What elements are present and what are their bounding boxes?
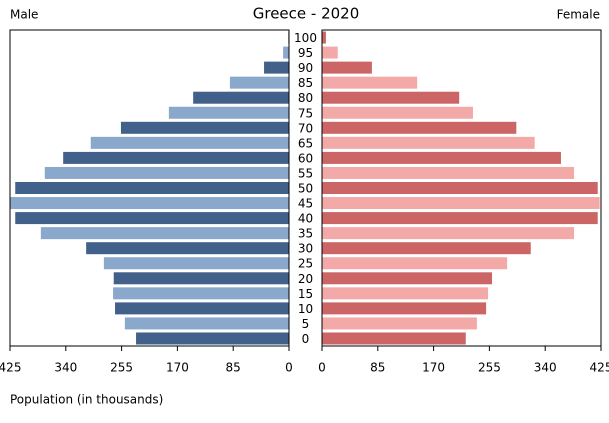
- age-label: 10: [298, 302, 313, 316]
- bar: [322, 212, 598, 225]
- age-label: 75: [298, 106, 313, 120]
- age-label: 40: [298, 212, 313, 226]
- age-label: 95: [298, 46, 313, 60]
- bar: [168, 106, 289, 119]
- x-tick-label: 85: [226, 361, 241, 375]
- bar: [229, 76, 289, 89]
- bar: [322, 272, 493, 285]
- bar: [113, 272, 289, 285]
- bar: [136, 332, 289, 345]
- bar: [15, 182, 289, 194]
- age-label: 60: [298, 151, 313, 165]
- bar: [113, 287, 289, 300]
- chart-title: Greece - 2020: [253, 5, 360, 23]
- bar: [322, 317, 477, 330]
- x-tick-label: 425: [590, 361, 609, 375]
- age-label: 70: [298, 121, 313, 135]
- bar: [264, 61, 289, 74]
- bar: [10, 197, 289, 210]
- bar: [322, 76, 418, 89]
- bar: [322, 31, 326, 44]
- x-axis-label: Population (in thousands): [10, 393, 163, 407]
- bar: [283, 46, 289, 59]
- bar: [322, 166, 575, 179]
- bar: [322, 46, 338, 59]
- age-label: 45: [298, 197, 313, 211]
- bar: [86, 242, 289, 255]
- plot-frame: [9, 29, 290, 347]
- age-label: 20: [298, 272, 313, 286]
- bar: [90, 136, 289, 149]
- bar: [103, 257, 289, 270]
- age-label: 100: [294, 31, 317, 45]
- age-label: 5: [302, 317, 310, 331]
- x-tick-label: 255: [110, 361, 133, 375]
- age-label: 35: [298, 227, 313, 241]
- age-label: 30: [298, 242, 313, 256]
- bar: [322, 287, 489, 300]
- bar: [322, 332, 466, 345]
- bar: [15, 212, 289, 225]
- age-label: 25: [298, 257, 313, 271]
- bar: [322, 242, 531, 255]
- bar: [322, 257, 508, 270]
- x-tick-label: 0: [318, 361, 326, 375]
- bar: [322, 121, 517, 134]
- bar: [322, 302, 487, 315]
- bar: [193, 91, 289, 104]
- bar: [44, 166, 290, 179]
- bar: [40, 227, 289, 240]
- x-tick-label: 340: [54, 361, 77, 375]
- age-label: 85: [298, 76, 313, 90]
- x-tick-label: 85: [370, 361, 385, 375]
- bar: [63, 151, 289, 164]
- x-tick-label: 425: [0, 361, 21, 375]
- age-label: 65: [298, 136, 313, 150]
- x-tick-label: 170: [166, 361, 189, 375]
- bar: [322, 61, 372, 74]
- bar: [322, 197, 600, 210]
- bar: [120, 121, 289, 134]
- bar: [322, 136, 535, 149]
- bar: [124, 317, 289, 330]
- bar: [322, 151, 561, 164]
- bar: [322, 227, 575, 240]
- bar: [322, 106, 473, 119]
- x-tick-label: 340: [534, 361, 557, 375]
- bar: [322, 182, 598, 194]
- x-tick-label: 170: [422, 361, 445, 375]
- age-label: 90: [298, 61, 313, 75]
- bar: [115, 302, 289, 315]
- left-series-label: Male: [10, 8, 38, 22]
- x-tick-label: 0: [285, 361, 293, 375]
- right-series-label: Female: [557, 8, 600, 22]
- age-label: 55: [298, 166, 313, 180]
- age-label: 15: [298, 287, 313, 301]
- age-label: 0: [302, 332, 310, 346]
- bar: [322, 91, 460, 104]
- age-label: 50: [298, 182, 313, 196]
- x-tick-label: 255: [478, 361, 501, 375]
- plot-frame: [321, 29, 602, 347]
- age-label: 80: [298, 91, 313, 105]
